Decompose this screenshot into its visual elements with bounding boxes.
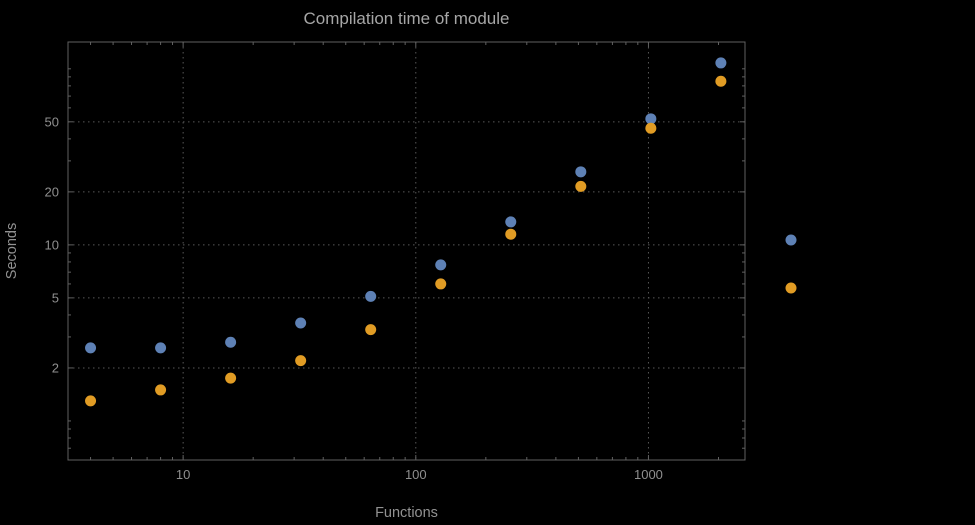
legend-marker-series-1-blue xyxy=(785,234,797,246)
x-axis-label: Functions xyxy=(375,505,438,521)
y-tick-label: 2 xyxy=(52,360,59,375)
y-tick-label: 20 xyxy=(45,184,59,199)
point-series-2-orange xyxy=(505,228,517,240)
point-series-2-orange xyxy=(715,75,727,87)
gridlines xyxy=(68,42,745,460)
point-series-2-orange xyxy=(575,180,587,192)
tick-marks xyxy=(68,42,745,461)
point-series-1-blue xyxy=(85,342,97,354)
point-series-2-orange xyxy=(295,355,307,367)
chart-title: Compilation time of module xyxy=(304,9,510,28)
legend-marker-series-2-orange xyxy=(785,282,797,294)
point-series-2-orange xyxy=(365,324,377,336)
y-axis-label: Seconds xyxy=(4,223,20,279)
x-tick-label: 1000 xyxy=(634,467,663,482)
legend xyxy=(785,234,797,294)
point-series-1-blue xyxy=(715,57,727,69)
point-series-1-blue xyxy=(225,336,237,348)
y-tick-label: 5 xyxy=(52,290,59,305)
y-tick-labels: 2 5 10 20 50 xyxy=(45,114,59,375)
point-series-2-orange xyxy=(645,122,657,134)
data-points xyxy=(85,57,727,407)
point-series-2-orange xyxy=(155,384,167,396)
x-tick-labels: 10 100 1000 xyxy=(176,467,663,482)
y-tick-label: 50 xyxy=(45,114,59,129)
point-series-2-orange xyxy=(435,278,447,290)
x-tick-label: 100 xyxy=(405,467,427,482)
point-series-1-blue xyxy=(435,259,447,271)
point-series-2-orange xyxy=(85,395,97,407)
plot-frame xyxy=(67,41,746,461)
point-series-1-blue xyxy=(575,166,587,178)
point-series-2-orange xyxy=(225,372,237,384)
point-series-1-blue xyxy=(505,216,517,228)
point-series-1-blue xyxy=(295,317,307,329)
point-series-1-blue xyxy=(155,342,167,354)
x-tick-label: 10 xyxy=(176,467,190,482)
point-series-1-blue xyxy=(645,113,657,125)
y-tick-label: 10 xyxy=(45,237,59,252)
point-series-1-blue xyxy=(365,290,377,302)
